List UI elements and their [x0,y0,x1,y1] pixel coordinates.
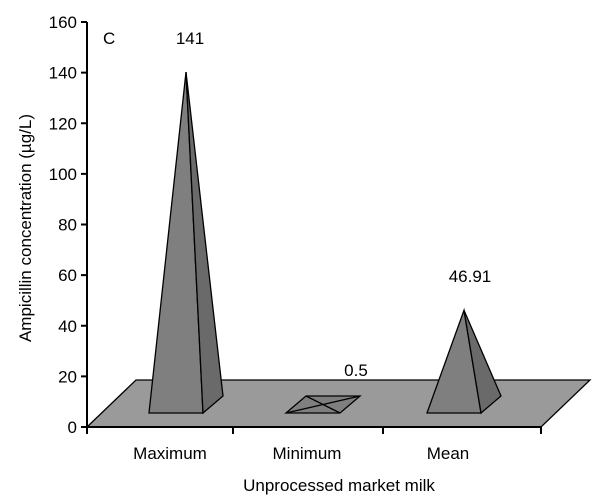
pyramid-bar [148,72,224,415]
y-tick-label: 80 [58,216,77,235]
pyramid-bar [426,307,502,415]
y-tick-label: 0 [68,418,77,437]
chart-bars [148,72,502,415]
x-category-label: Minimum [273,444,342,463]
panel-label: C [103,29,115,48]
pyramid-edge [305,395,341,414]
y-axis: 0 20 40 60 80 100 120 140 160 [49,13,88,437]
data-label: 141 [176,29,204,48]
y-axis-title: Ampicillin concentration (µg/L) [16,114,35,342]
pyramid-side-face [463,310,502,415]
data-labels: 141 0.5 46.91 [176,29,491,380]
x-category-label: Maximum [133,444,207,463]
y-tick-label: 160 [49,13,77,32]
y-tick-label: 120 [49,114,77,133]
y-tick-label: 20 [58,367,77,386]
y-tick-label: 100 [49,165,77,184]
y-tick-label: 140 [49,64,77,83]
pyramid-side-face [185,72,224,415]
pyramid-bar [284,395,362,414]
y-tick-label: 60 [58,266,77,285]
x-category-label: Mean [427,444,470,463]
data-label: 46.91 [449,267,492,286]
x-axis-title: Unprocessed market milk [243,476,435,495]
data-label: 0.5 [344,361,368,380]
x-axis: Maximum Minimum Mean [86,426,542,463]
y-tick-label: 40 [58,317,77,336]
